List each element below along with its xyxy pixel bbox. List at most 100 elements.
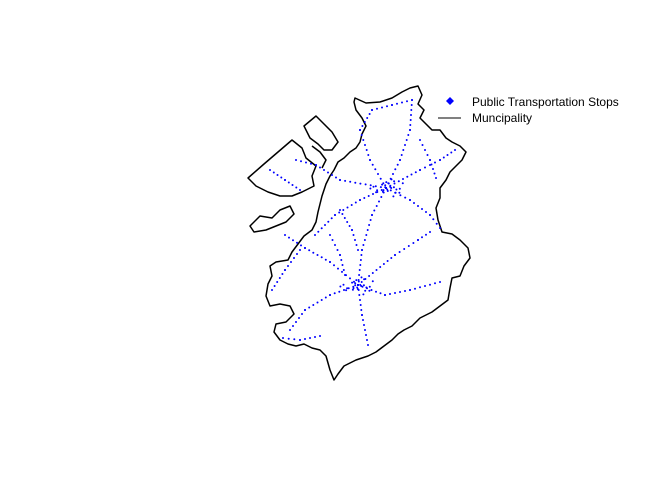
transport-stop	[295, 186, 298, 189]
transport-stop	[361, 314, 363, 316]
transport-stop	[379, 266, 382, 268]
transport-stop	[375, 205, 378, 207]
transport-stop	[327, 220, 330, 223]
transport-stop	[409, 289, 411, 291]
transport-stop	[290, 261, 292, 263]
transport-stop	[296, 241, 298, 244]
transport-stop	[434, 161, 436, 164]
transport-stop	[410, 173, 413, 176]
transport-stop	[341, 264, 344, 266]
transport-stop	[381, 190, 384, 193]
transport-stop	[292, 325, 294, 327]
transport-stop	[344, 274, 346, 276]
transport-stop	[398, 187, 401, 190]
transport-stop	[389, 189, 392, 192]
transport-stop	[293, 338, 296, 341]
transport-stop	[430, 163, 433, 166]
transport-stop	[386, 105, 388, 108]
transport-stop	[353, 280, 355, 283]
transport-stop	[278, 277, 281, 279]
transport-stop	[409, 199, 411, 201]
transport-stop	[379, 292, 382, 295]
transport-stop	[370, 289, 373, 291]
transport-stop	[299, 249, 301, 251]
transport-stop	[296, 253, 298, 255]
transport-stop	[341, 270, 343, 273]
transport-stop	[426, 154, 429, 156]
transport-stop	[419, 286, 421, 289]
transport-stop	[331, 239, 334, 241]
transport-stop	[361, 249, 363, 251]
transport-stop	[333, 292, 336, 295]
transport-stop	[366, 339, 368, 341]
transport-stop	[349, 277, 351, 280]
transport-stop	[367, 195, 370, 197]
transport-stop	[320, 256, 323, 259]
transport-stop	[360, 276, 363, 279]
transport-stop	[419, 169, 421, 171]
transport-stop	[363, 278, 366, 281]
transport-stop	[284, 269, 286, 271]
transport-stop	[421, 236, 423, 239]
transport-stop	[425, 211, 427, 213]
transport-stop	[329, 261, 331, 263]
transport-stop	[397, 180, 400, 183]
transport-stop	[382, 182, 385, 185]
transport-stop	[379, 177, 382, 180]
transport-stop	[391, 104, 393, 106]
transport-stop	[372, 193, 374, 195]
transport-stop	[350, 204, 353, 206]
transport-stop	[359, 299, 361, 301]
transport-stop	[347, 287, 350, 290]
transport-stop	[363, 239, 366, 241]
transport-stop	[359, 283, 362, 286]
transport-stop	[295, 321, 297, 323]
transport-stop	[390, 257, 393, 259]
transport-stop	[369, 187, 372, 190]
transport-stop	[435, 222, 438, 225]
transport-stop	[340, 259, 343, 261]
transport-stop	[398, 191, 401, 194]
transport-stop	[361, 125, 364, 127]
transport-stop	[359, 259, 362, 261]
transport-stop	[312, 251, 315, 254]
transport-stop	[300, 160, 302, 163]
transport-stop	[375, 191, 378, 194]
transport-stop	[276, 281, 279, 283]
transport-stop	[352, 234, 355, 236]
transport-stop	[331, 174, 333, 176]
transport-stop	[375, 290, 377, 293]
transport-stop	[432, 168, 434, 170]
legend-label-municipality: Muncipality	[472, 111, 532, 125]
transport-stop	[433, 172, 436, 175]
transport-stop	[368, 285, 371, 288]
transport-stop	[324, 296, 327, 299]
transport-stop	[284, 179, 286, 181]
transport-stop	[339, 209, 341, 211]
transport-stop	[368, 113, 371, 115]
transport-stop	[364, 183, 367, 186]
transport-stop	[365, 334, 367, 336]
transport-stop	[276, 174, 279, 176]
transport-stop	[288, 236, 290, 239]
transport-stop	[271, 289, 273, 291]
transport-stop	[381, 106, 383, 109]
transport-stop	[304, 247, 306, 249]
transport-stop	[374, 168, 377, 171]
transport-stop	[272, 171, 275, 174]
transport-stop	[421, 144, 424, 146]
transport-stop	[338, 211, 341, 214]
transport-stop	[289, 329, 291, 331]
transport-stop	[334, 214, 336, 216]
transport-stop	[405, 139, 408, 141]
transport-stop	[309, 337, 311, 339]
transport-stop	[359, 129, 361, 131]
transport-stop	[398, 251, 401, 253]
transport-stop	[327, 171, 329, 174]
transport-stop	[312, 304, 315, 306]
transport-stop	[337, 267, 339, 270]
transport-stop	[363, 324, 365, 326]
transport-stop	[342, 209, 345, 211]
transport-stop	[439, 227, 441, 229]
transport-stop	[287, 265, 289, 267]
